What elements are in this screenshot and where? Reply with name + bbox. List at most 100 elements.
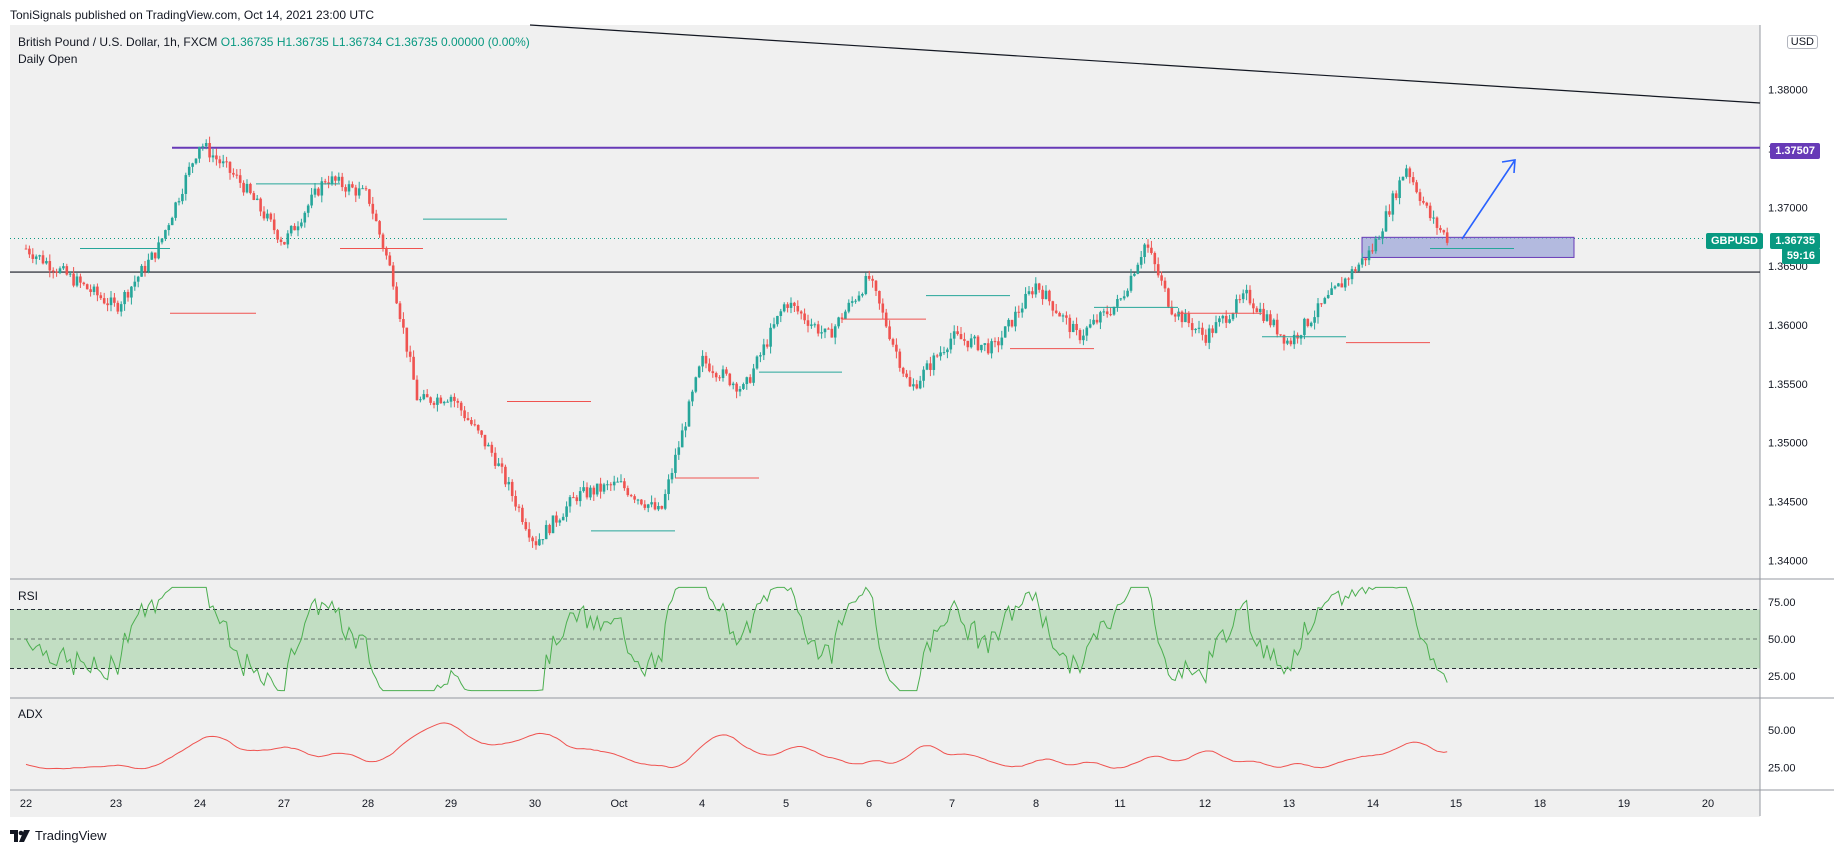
last-price-tag: 1.36735: [1770, 233, 1820, 249]
candle-body: [997, 341, 1000, 346]
time-tick-label: 15: [1450, 798, 1462, 810]
candle-body: [1228, 319, 1231, 323]
price-tick-label: 1.34500: [1768, 497, 1808, 509]
candle-body: [1054, 310, 1058, 313]
candle-body: [1177, 311, 1180, 317]
candle-body: [1245, 289, 1248, 294]
candle-body: [1289, 340, 1293, 345]
candle-body: [752, 368, 755, 383]
candle-body: [1401, 176, 1405, 181]
candle-body: [888, 326, 891, 340]
candle-body: [1303, 318, 1306, 336]
candle-body: [500, 463, 504, 467]
candle-body: [184, 175, 188, 194]
candle-body: [663, 494, 667, 509]
candle-body: [1367, 250, 1371, 261]
candle-body: [497, 463, 500, 466]
candle-body: [1265, 314, 1269, 321]
candle-body: [1058, 312, 1061, 317]
candle-body: [1422, 200, 1425, 203]
candle-body: [674, 454, 677, 473]
candle-body: [337, 176, 341, 181]
candle-body: [772, 324, 776, 328]
candle-body: [1122, 296, 1126, 299]
candle-body: [245, 183, 249, 193]
candle-body: [1313, 317, 1316, 323]
candle-body: [1082, 335, 1085, 341]
candle-body: [357, 188, 361, 196]
candle-body: [1163, 280, 1167, 289]
currency-badge[interactable]: USD: [1786, 35, 1818, 49]
candle-body: [157, 242, 160, 259]
candle-body: [572, 497, 575, 499]
candle-body: [487, 444, 490, 447]
footer-brand[interactable]: TradingView: [10, 828, 107, 843]
candle-body: [1425, 202, 1429, 206]
candle-body: [422, 394, 426, 400]
candle-body: [1357, 264, 1361, 272]
time-tick-label: 22: [20, 798, 32, 810]
candle-body: [1153, 252, 1157, 265]
resistance-price-tag: 1.37507: [1770, 143, 1820, 159]
candle-body: [296, 226, 300, 231]
candle-body: [1190, 323, 1194, 331]
ohlc-low: L1.36734: [332, 35, 383, 49]
candle-body: [351, 184, 354, 188]
candle-body: [650, 502, 653, 505]
candle-body: [1241, 293, 1245, 300]
candle-body: [24, 248, 28, 250]
candle-body: [1282, 334, 1286, 344]
candle-body: [1088, 324, 1092, 328]
candle-body: [170, 217, 174, 226]
candle-body: [130, 286, 133, 298]
candle-body: [1051, 301, 1055, 311]
chart-frame[interactable]: [10, 25, 1760, 817]
candle-body: [929, 363, 932, 370]
candle-body: [765, 344, 769, 347]
candle-body: [1037, 283, 1041, 290]
candle-body: [58, 268, 62, 273]
candle-body: [476, 425, 480, 431]
candle-body: [1146, 244, 1150, 248]
candle-body: [1323, 298, 1327, 304]
candle-body: [521, 507, 524, 522]
candle-body: [388, 255, 392, 266]
candle-body: [1000, 337, 1004, 346]
candle-body: [1116, 299, 1119, 307]
publish-header: ToniSignals published on TradingView.com…: [10, 8, 374, 22]
time-tick-label: 30: [529, 798, 541, 810]
candle-body: [194, 158, 198, 164]
candle-body: [728, 373, 732, 386]
candle-body: [385, 247, 388, 256]
candle-body: [354, 187, 358, 196]
candle-body: [1255, 308, 1259, 313]
candle-body: [701, 355, 704, 367]
candle-body: [1248, 289, 1252, 304]
candle-body: [1180, 311, 1184, 323]
candle-body: [1292, 334, 1296, 345]
candle-body: [1371, 250, 1374, 252]
candle-body: [116, 302, 120, 312]
candle-body: [901, 367, 905, 374]
candle-body: [330, 176, 334, 184]
candle-body: [1231, 313, 1235, 320]
candle-body: [259, 198, 262, 212]
candle-body: [1306, 318, 1310, 327]
candle-body: [201, 146, 205, 148]
candle-body: [952, 331, 956, 339]
candle-body: [320, 181, 324, 196]
time-tick-label: 12: [1199, 798, 1211, 810]
candle-body: [837, 317, 840, 327]
candle-body: [589, 487, 592, 498]
time-tick-label: 11: [1114, 798, 1125, 810]
candle-body: [310, 194, 313, 206]
candle-body: [527, 529, 531, 538]
time-tick-label: 19: [1618, 798, 1630, 810]
candle-body: [483, 434, 487, 447]
candle-body: [1224, 315, 1228, 323]
countdown-tag: 59:16: [1781, 248, 1820, 264]
time-tick-label: 29: [445, 798, 457, 810]
candle-body: [466, 418, 470, 420]
ohlc-high: H1.36735: [276, 35, 329, 49]
